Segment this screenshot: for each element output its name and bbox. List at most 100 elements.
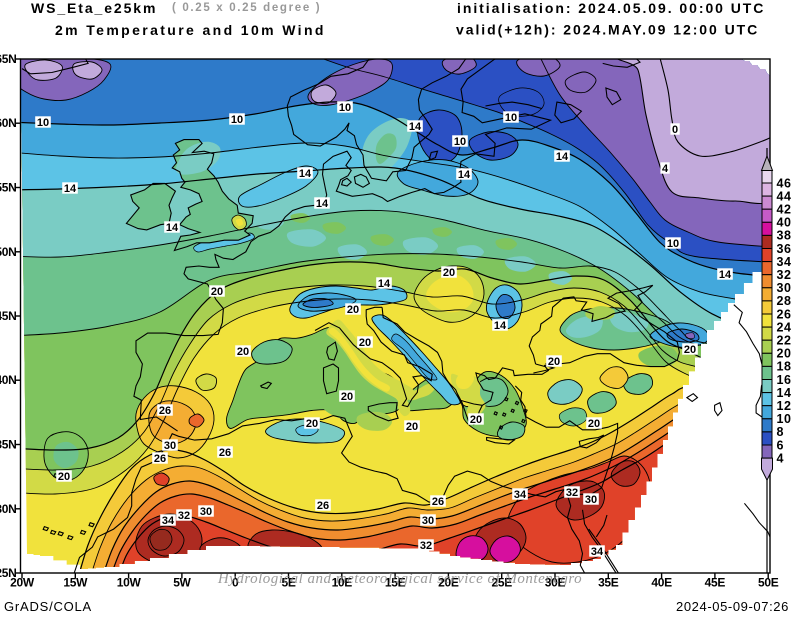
svg-text:10: 10 [37,117,49,129]
svg-text:10E: 10E [332,576,353,590]
svg-text:14: 14 [64,183,77,195]
svg-text:10: 10 [339,102,351,114]
svg-text:14: 14 [719,269,732,281]
svg-text:18: 18 [777,360,792,374]
svg-text:30: 30 [585,494,597,506]
svg-text:32: 32 [420,540,432,552]
svg-text:26: 26 [154,453,166,465]
svg-text:14: 14 [458,169,471,181]
svg-text:44: 44 [777,189,792,203]
svg-text:34: 34 [514,489,527,501]
svg-text:30: 30 [777,281,792,295]
svg-text:20E: 20E [438,576,459,590]
svg-text:60N: 60N [0,116,17,130]
svg-text:30: 30 [422,515,434,527]
svg-text:45E: 45E [705,576,726,590]
svg-text:0: 0 [672,124,678,136]
svg-text:26: 26 [219,447,231,459]
svg-text:40N: 40N [0,373,17,387]
svg-text:46: 46 [777,176,792,190]
svg-text:10: 10 [454,136,466,148]
svg-text:5E: 5E [281,576,295,590]
svg-text:16: 16 [777,373,792,387]
svg-text:20: 20 [211,286,223,298]
svg-text:4: 4 [662,163,669,175]
svg-text:4: 4 [777,451,785,465]
svg-text:14: 14 [299,168,312,180]
svg-text:45N: 45N [0,309,17,323]
svg-text:20: 20 [548,356,560,368]
svg-text:GrADS/COLA: GrADS/COLA [4,599,92,614]
svg-text:15E: 15E [385,576,406,590]
svg-text:14: 14 [777,386,792,400]
svg-text:14: 14 [494,320,507,332]
svg-text:55N: 55N [0,181,17,195]
svg-text:32: 32 [777,268,792,282]
svg-text:26: 26 [317,500,329,512]
svg-text:32: 32 [178,510,190,522]
svg-text:20: 20 [237,346,249,358]
svg-text:2024-05-09-07:26: 2024-05-09-07:26 [676,599,789,614]
svg-text:20: 20 [406,421,418,433]
svg-text:26: 26 [777,307,792,321]
svg-text:15W: 15W [63,576,88,590]
svg-text:20: 20 [58,471,70,483]
svg-text:10: 10 [231,114,243,126]
svg-text:20: 20 [588,418,600,430]
svg-text:65N: 65N [0,52,17,66]
svg-text:12: 12 [777,399,792,413]
svg-text:25E: 25E [491,576,512,590]
svg-text:35N: 35N [0,438,17,452]
svg-text:initialisation: 2024.05.09. 00: initialisation: 2024.05.09. 00:00 UTC [457,0,765,16]
svg-text:14: 14 [378,278,391,290]
svg-text:22: 22 [777,334,792,348]
svg-text:valid(+12h): 2024.MAY.09 12:00: valid(+12h): 2024.MAY.09 12:00 UTC [456,22,759,38]
svg-text:( 0.25 x 0.25 degree ): ( 0.25 x 0.25 degree ) [172,2,321,14]
svg-text:25N: 25N [0,566,17,580]
svg-text:36: 36 [777,242,792,256]
svg-text:35E: 35E [598,576,619,590]
svg-text:10W: 10W [117,576,142,590]
svg-text:38: 38 [777,229,792,243]
svg-text:0: 0 [232,576,239,590]
svg-text:30N: 30N [0,502,17,516]
svg-text:20: 20 [777,347,792,361]
svg-text:14: 14 [409,121,422,133]
svg-text:WS_Eta_e25km: WS_Eta_e25km [31,0,157,16]
svg-text:20: 20 [470,414,482,426]
svg-text:20: 20 [443,267,455,279]
svg-text:20: 20 [347,304,359,316]
svg-text:20: 20 [341,391,353,403]
svg-text:34: 34 [777,255,792,269]
svg-text:50N: 50N [0,245,17,259]
svg-text:50E: 50E [758,576,779,590]
svg-text:Hydrological and meteorologica: Hydrological and meteorological service … [217,571,582,587]
svg-text:20: 20 [306,418,318,430]
svg-text:10: 10 [777,412,792,426]
svg-text:34: 34 [162,515,175,527]
svg-text:6: 6 [777,438,785,452]
svg-text:30: 30 [164,440,176,452]
svg-text:5W: 5W [173,576,191,590]
svg-text:10: 10 [667,238,679,250]
svg-text:24: 24 [777,320,792,334]
svg-text:20: 20 [359,337,371,349]
svg-text:40E: 40E [651,576,672,590]
svg-text:40: 40 [777,216,792,230]
svg-text:26: 26 [432,496,444,508]
svg-text:30E: 30E [545,576,566,590]
svg-text:32: 32 [566,487,578,499]
svg-text:14: 14 [556,151,569,163]
svg-text:42: 42 [777,203,792,217]
svg-text:8: 8 [777,425,785,439]
svg-text:14: 14 [316,198,329,210]
svg-text:2m Temperature and 10m Wind: 2m Temperature and 10m Wind [55,22,326,38]
svg-text:28: 28 [777,294,792,308]
svg-text:20: 20 [684,344,696,356]
svg-text:20W: 20W [10,576,35,590]
svg-text:14: 14 [166,222,179,234]
svg-text:26: 26 [159,405,171,417]
svg-text:34: 34 [591,546,604,558]
svg-text:10: 10 [505,112,517,124]
svg-text:30: 30 [200,506,212,518]
